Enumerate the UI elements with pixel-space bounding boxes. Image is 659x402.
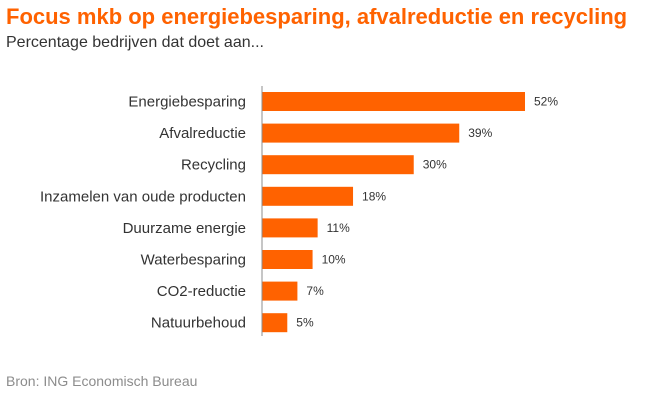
bar-5 bbox=[262, 250, 313, 269]
value-label-5: 10% bbox=[322, 253, 346, 267]
chart-title: Focus mkb op energiebesparing, afvalredu… bbox=[6, 4, 628, 29]
value-label-2: 30% bbox=[423, 158, 447, 172]
bar-4 bbox=[262, 218, 318, 238]
category-label-2: Recycling bbox=[181, 157, 246, 174]
category-label-1: Afvalreductie bbox=[159, 125, 246, 142]
value-label-3: 18% bbox=[362, 189, 386, 203]
category-label-6: CO2-reductie bbox=[157, 283, 246, 300]
source-note: Bron: ING Economisch Bureau bbox=[6, 373, 198, 389]
category-label-5: Waterbesparing bbox=[141, 252, 246, 269]
bar-2 bbox=[262, 155, 414, 175]
value-label-4: 11% bbox=[327, 221, 350, 235]
bar-3 bbox=[262, 186, 354, 206]
category-label-4: Duurzame energie bbox=[123, 220, 246, 237]
category-label-3: Inzamelen van oude producten bbox=[40, 188, 246, 205]
bar-7 bbox=[262, 313, 288, 333]
value-label-6: 7% bbox=[306, 284, 324, 298]
value-label-0: 52% bbox=[534, 95, 558, 109]
category-label-0: Energiebesparing bbox=[128, 94, 246, 111]
value-label-7: 5% bbox=[296, 316, 314, 330]
value-label-1: 39% bbox=[468, 126, 492, 140]
bars-group: Energiebesparing 52% Afvalreductie 39% Recyc… bbox=[40, 92, 558, 333]
chart-subtitle: Percentage bedrijven dat doet aan... bbox=[6, 34, 264, 51]
category-label-7: Natuurbehoud bbox=[151, 315, 246, 332]
bar-6 bbox=[262, 281, 298, 301]
bar-0 bbox=[262, 92, 525, 111]
bar-1 bbox=[262, 123, 460, 143]
